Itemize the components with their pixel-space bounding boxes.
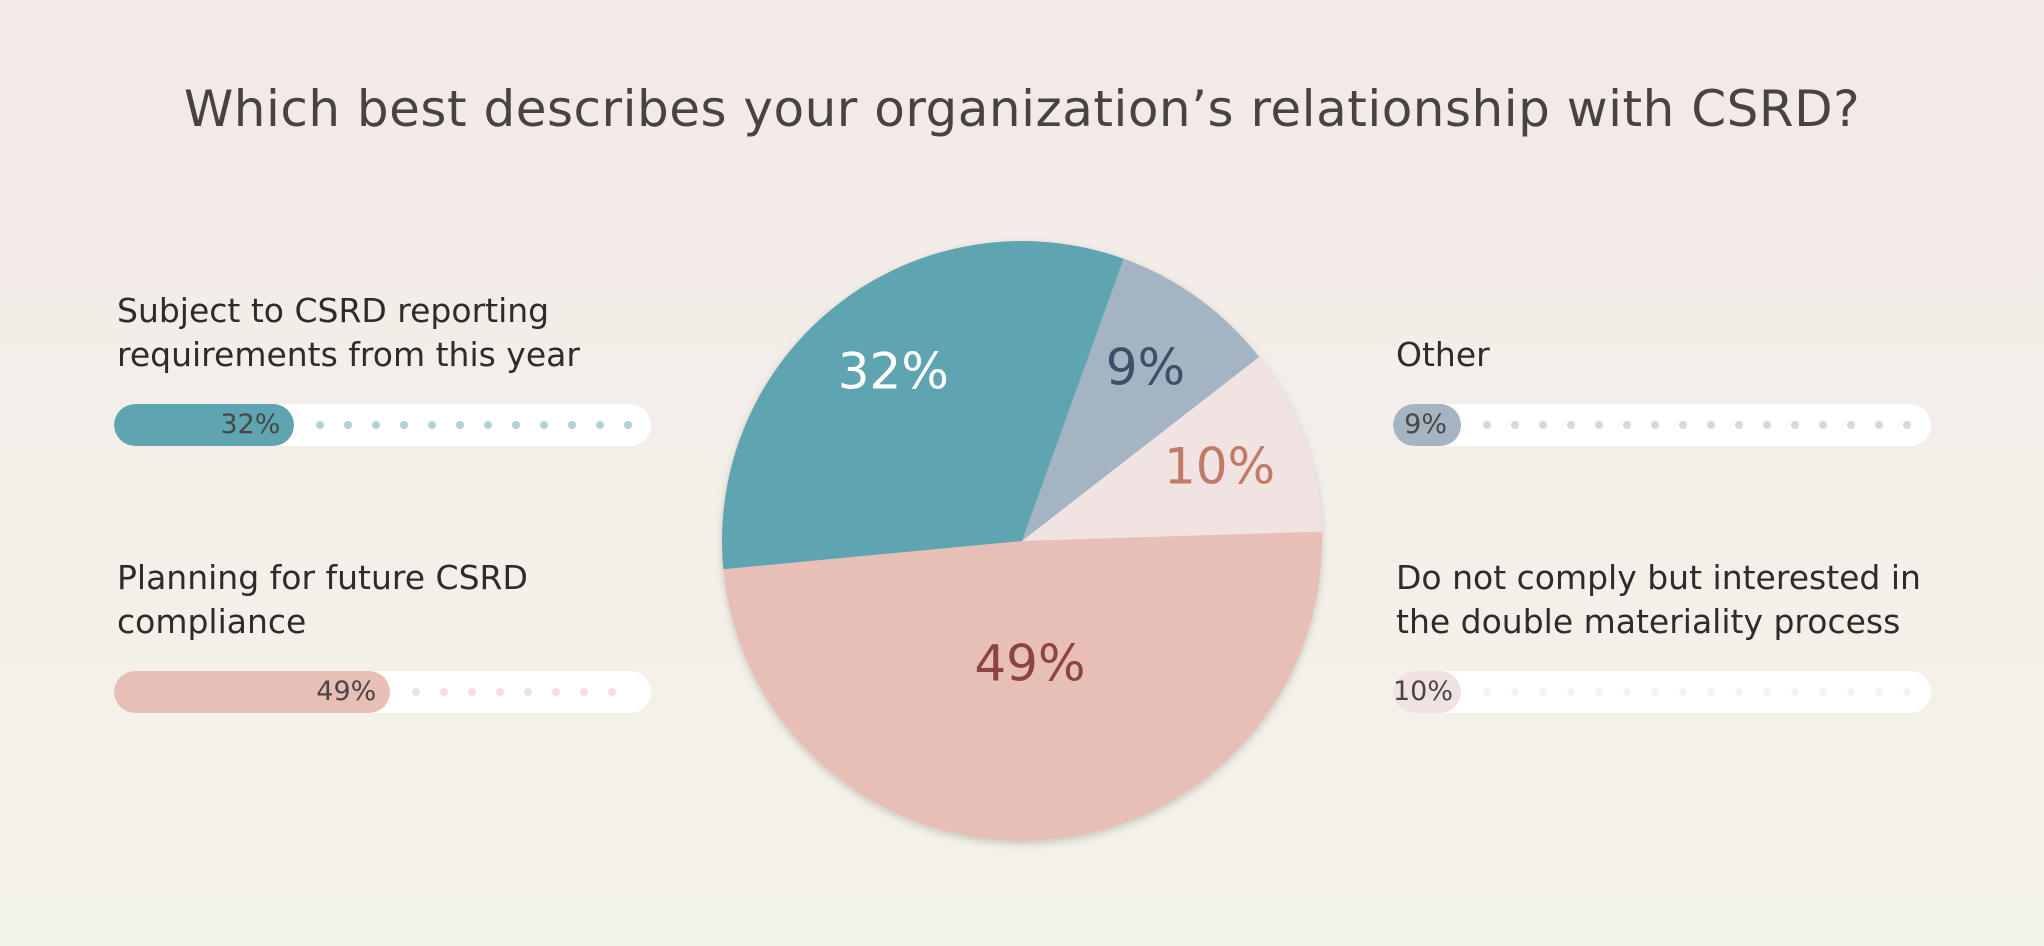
progress-dot <box>580 688 589 696</box>
progress-dot <box>1763 421 1771 429</box>
progress-dot <box>1623 688 1631 696</box>
progress-dot <box>428 421 437 429</box>
progress-dot <box>524 688 533 696</box>
progress-dot <box>1511 421 1519 429</box>
progress-dot <box>1679 688 1687 696</box>
progress-dot <box>608 688 617 696</box>
progress-dot <box>1735 421 1743 429</box>
slice-label: 49% <box>974 634 1085 692</box>
slice-label: 10% <box>1164 437 1275 495</box>
progress-dot <box>372 421 381 429</box>
progress-dot <box>1763 688 1771 696</box>
progress-dot <box>1791 421 1799 429</box>
progress-dot <box>1735 688 1743 696</box>
progress-dot <box>1651 688 1659 696</box>
slice-label: 9% <box>1106 339 1185 397</box>
legend-label: Planning for future CSRD compliance <box>117 558 528 641</box>
progress-label: 10% <box>1393 676 1454 707</box>
progress-dot <box>568 421 577 429</box>
progress-dot <box>1567 421 1575 429</box>
pie <box>722 240 1322 841</box>
progress-dot <box>344 421 353 429</box>
legend-label: Other <box>1396 335 1490 374</box>
progress-dot <box>1875 688 1883 696</box>
progress-track: 32% <box>114 404 651 446</box>
progress-dot <box>1539 688 1547 696</box>
progress-label: 9% <box>1404 409 1447 440</box>
progress-dot <box>596 421 605 429</box>
progress-dot <box>1651 421 1659 429</box>
progress-dot <box>1903 688 1911 696</box>
progress-dot <box>1483 421 1491 429</box>
pie-slice <box>1022 357 1322 541</box>
pie-slice <box>722 240 1124 570</box>
progress-fill <box>114 671 391 713</box>
slice-label: 32% <box>838 343 949 401</box>
progress-track: 9% <box>1393 404 1931 446</box>
progress-dot <box>316 421 325 429</box>
progress-dot <box>1875 421 1883 429</box>
progress-dot <box>1623 421 1631 429</box>
progress-dot <box>1539 421 1547 429</box>
progress-dot <box>440 688 449 696</box>
progress-dot <box>1511 688 1519 696</box>
progress-dot <box>456 421 465 429</box>
chart-title: Which best describes your organization’s… <box>183 80 1861 138</box>
progress-dot <box>1595 421 1603 429</box>
progress-dot <box>412 688 421 696</box>
progress-dot <box>496 688 505 696</box>
progress-dot <box>1707 688 1715 696</box>
progress-fill <box>1393 671 1461 713</box>
progress-fill <box>114 404 295 446</box>
progress-dot <box>1819 421 1827 429</box>
progress-dot <box>1819 688 1827 696</box>
pie-slice <box>723 531 1322 841</box>
progress-dot <box>1679 421 1687 429</box>
progress-dot <box>552 688 561 696</box>
progress-dot <box>400 421 409 429</box>
progress-dot <box>540 421 549 429</box>
pie-slice <box>1022 258 1260 541</box>
progress-dot <box>624 421 633 429</box>
progress-dot <box>1847 421 1855 429</box>
progress-dot <box>484 421 493 429</box>
progress-dot <box>1791 688 1799 696</box>
progress-dot <box>1707 421 1715 429</box>
legend-label: Do not comply but interested in the doub… <box>1396 558 1921 641</box>
progress-dot <box>1483 688 1491 696</box>
progress-label: 49% <box>316 676 377 707</box>
progress-label: 32% <box>220 409 281 440</box>
progress-dot <box>468 688 477 696</box>
progress-fill <box>1393 404 1461 446</box>
progress-dot <box>1847 688 1855 696</box>
progress-dot <box>512 421 521 429</box>
progress-track: 49% <box>114 671 651 713</box>
progress-track: 10% <box>1393 671 1931 713</box>
progress-dot <box>1567 688 1575 696</box>
legend-label: Subject to CSRD reporting requirements f… <box>117 291 580 374</box>
progress-dot <box>1595 688 1603 696</box>
progress-dot <box>1903 421 1911 429</box>
